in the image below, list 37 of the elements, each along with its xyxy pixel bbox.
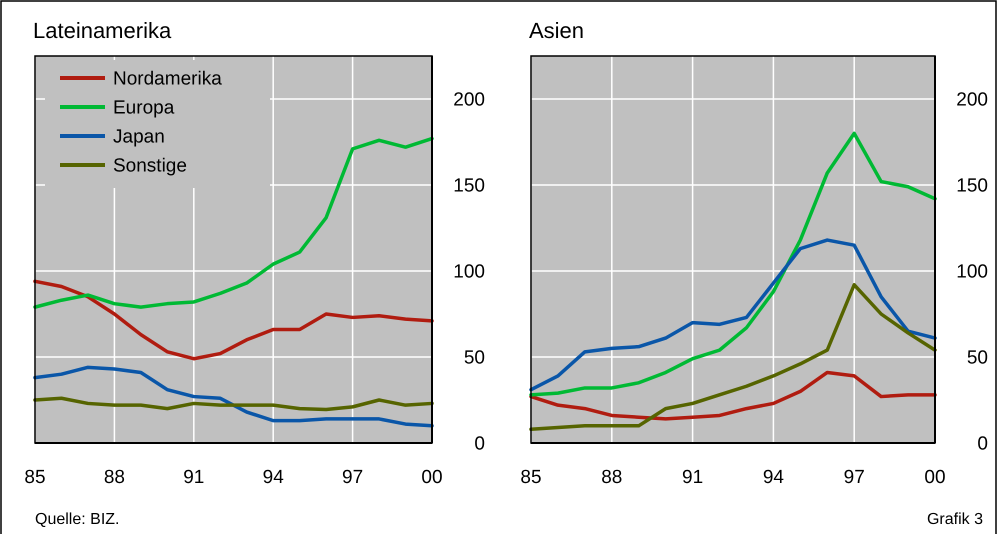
chart-title: Lateinamerika [33, 18, 172, 43]
y-tick-label: 50 [464, 348, 485, 369]
line-series [529, 283, 937, 431]
y-tick-label: 100 [453, 262, 485, 283]
x-tick-label: 97 [844, 467, 865, 488]
x-tick-label: 91 [682, 467, 704, 488]
line-series [33, 280, 434, 360]
line-series [529, 370, 937, 421]
x-tick-label: 85 [24, 467, 46, 488]
x-tick-label: 97 [342, 467, 364, 488]
y-tick-label: 100 [956, 262, 988, 283]
text: Grafik 3 [926, 511, 984, 528]
y-tick-label: 150 [956, 176, 988, 197]
x-tick-label: 94 [262, 467, 284, 488]
x-tick-label: 88 [104, 467, 125, 488]
line-series [33, 366, 434, 428]
line-series [33, 396, 434, 412]
line-series [529, 238, 937, 392]
legend-label: Europa [113, 98, 175, 119]
x-tick-label: 91 [183, 467, 204, 488]
line-series [529, 132, 937, 397]
source-note: Quelle: BIZ. [35, 511, 120, 528]
y-tick-label: 150 [453, 176, 485, 197]
legend-label: Nordamerika [113, 68, 222, 90]
legend-label: Japan [113, 126, 165, 148]
y-tick-label: 0 [977, 434, 988, 455]
legend-label: Sonstige [113, 156, 187, 177]
x-tick-label: 00 [421, 467, 443, 488]
x-tick-label: 00 [924, 467, 946, 488]
x-tick-label: 85 [520, 467, 542, 488]
y-tick-label: 50 [966, 348, 988, 369]
y-tick-label: 0 [474, 434, 485, 455]
x-tick-label: 94 [762, 467, 784, 488]
x-tick-label: 88 [601, 467, 622, 488]
y-tick-label: 200 [956, 90, 988, 111]
y-tick-label: 200 [453, 90, 485, 111]
chart-title: Asien [529, 18, 584, 43]
